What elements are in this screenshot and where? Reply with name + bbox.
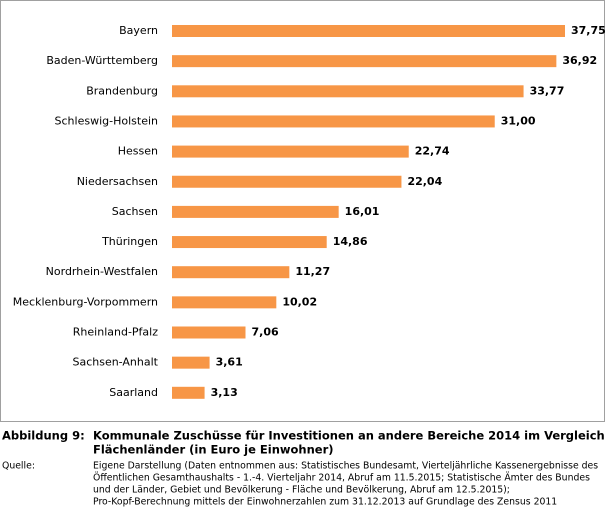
bar bbox=[172, 356, 210, 369]
bar bbox=[172, 85, 524, 98]
bar bbox=[172, 145, 409, 158]
caption-line: Flächenländer (in Euro je Einwohner) bbox=[93, 443, 334, 457]
caption-line: Kommunale Zuschüsse für Investitionen an… bbox=[93, 429, 606, 443]
caption-label: Abbildung 9: bbox=[2, 429, 85, 443]
value-label: 31,00 bbox=[501, 114, 536, 127]
source-line: Pro-Kopf-Berechnung mittels der Einwohne… bbox=[93, 497, 557, 508]
value-label: 37,75 bbox=[571, 24, 606, 37]
category-label: Brandenburg bbox=[86, 84, 158, 97]
category-label: Thüringen bbox=[101, 235, 158, 248]
category-label: Nordrhein-Westfalen bbox=[46, 265, 158, 278]
category-label: Schleswig-Holstein bbox=[55, 114, 158, 127]
bar bbox=[172, 326, 246, 339]
category-label: Hessen bbox=[118, 145, 158, 158]
value-label: 33,77 bbox=[530, 84, 565, 97]
category-label: Bayern bbox=[119, 24, 158, 37]
source-line: Eigene Darstellung (Daten entnommen aus:… bbox=[93, 461, 598, 472]
bar bbox=[172, 115, 495, 128]
bar bbox=[172, 25, 565, 37]
category-label: Niedersachsen bbox=[77, 175, 158, 188]
value-label: 14,86 bbox=[333, 235, 368, 248]
source-label: Quelle: bbox=[2, 461, 35, 472]
value-label: 16,01 bbox=[345, 205, 380, 218]
bar bbox=[172, 386, 205, 399]
value-label: 22,04 bbox=[407, 175, 442, 188]
value-label: 22,74 bbox=[415, 145, 450, 158]
bar bbox=[172, 296, 277, 309]
category-label: Rheinland-Pfalz bbox=[73, 326, 158, 339]
chart-frame bbox=[0, 0, 605, 422]
bar bbox=[172, 266, 290, 279]
category-label: Sachsen bbox=[112, 205, 158, 218]
value-label: 10,02 bbox=[282, 295, 317, 308]
value-label: 3,61 bbox=[216, 356, 243, 369]
category-label: Mecklenburg-Vorpommern bbox=[13, 295, 158, 308]
value-label: 3,13 bbox=[211, 386, 238, 399]
source-line: und der Länder, Gebiet und Bevölkerung -… bbox=[93, 485, 510, 496]
bar bbox=[172, 175, 402, 188]
value-label: 7,06 bbox=[251, 326, 278, 339]
value-label: 36,92 bbox=[562, 54, 597, 67]
bar bbox=[172, 236, 327, 249]
source-line: Öffentlichen Gesamthaushalts - 1.-4. Vie… bbox=[93, 473, 590, 484]
bar bbox=[172, 205, 339, 218]
category-label: Sachsen-Anhalt bbox=[72, 356, 158, 369]
bar bbox=[172, 55, 557, 68]
value-label: 11,27 bbox=[295, 265, 330, 278]
category-label: Saarland bbox=[109, 386, 158, 399]
category-label: Baden-Württemberg bbox=[46, 54, 158, 67]
